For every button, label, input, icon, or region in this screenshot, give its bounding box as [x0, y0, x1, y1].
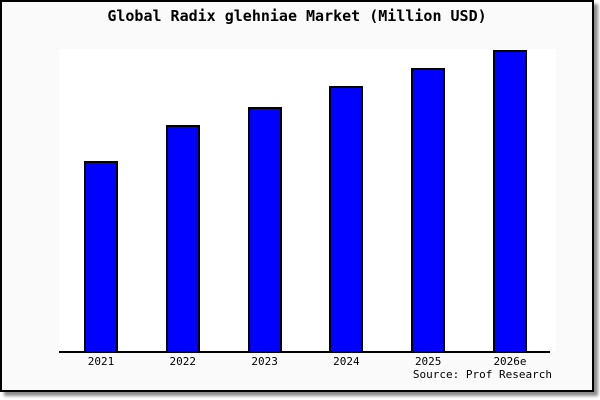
bar-2026e [493, 50, 527, 351]
x-tick-label-2024: 2024 [333, 355, 360, 368]
x-tick-label-2022: 2022 [169, 355, 197, 368]
x-tick-label-2026e: 2026e [493, 355, 527, 368]
bar-2025 [411, 68, 446, 351]
x-tick-label-2023: 2023 [251, 355, 278, 368]
bar-2023 [247, 107, 282, 351]
bar-2021 [84, 161, 118, 351]
source-note: Source: Prof Research [412, 368, 552, 381]
chart-frame: Global Radix glehniae Market (Million US… [0, 0, 594, 392]
chart-title: Global Radix glehniae Market (Million US… [107, 7, 487, 25]
bar-2024 [329, 86, 364, 351]
x-tick-label-2021: 2021 [87, 355, 115, 368]
x-axis-labels: 2021 2022 2023 2024 2025 2026e [59, 355, 556, 371]
x-tick-label-2025: 2025 [414, 355, 442, 368]
plot-area [59, 49, 556, 353]
x-axis-line [59, 351, 550, 353]
bar-2022 [165, 125, 200, 351]
